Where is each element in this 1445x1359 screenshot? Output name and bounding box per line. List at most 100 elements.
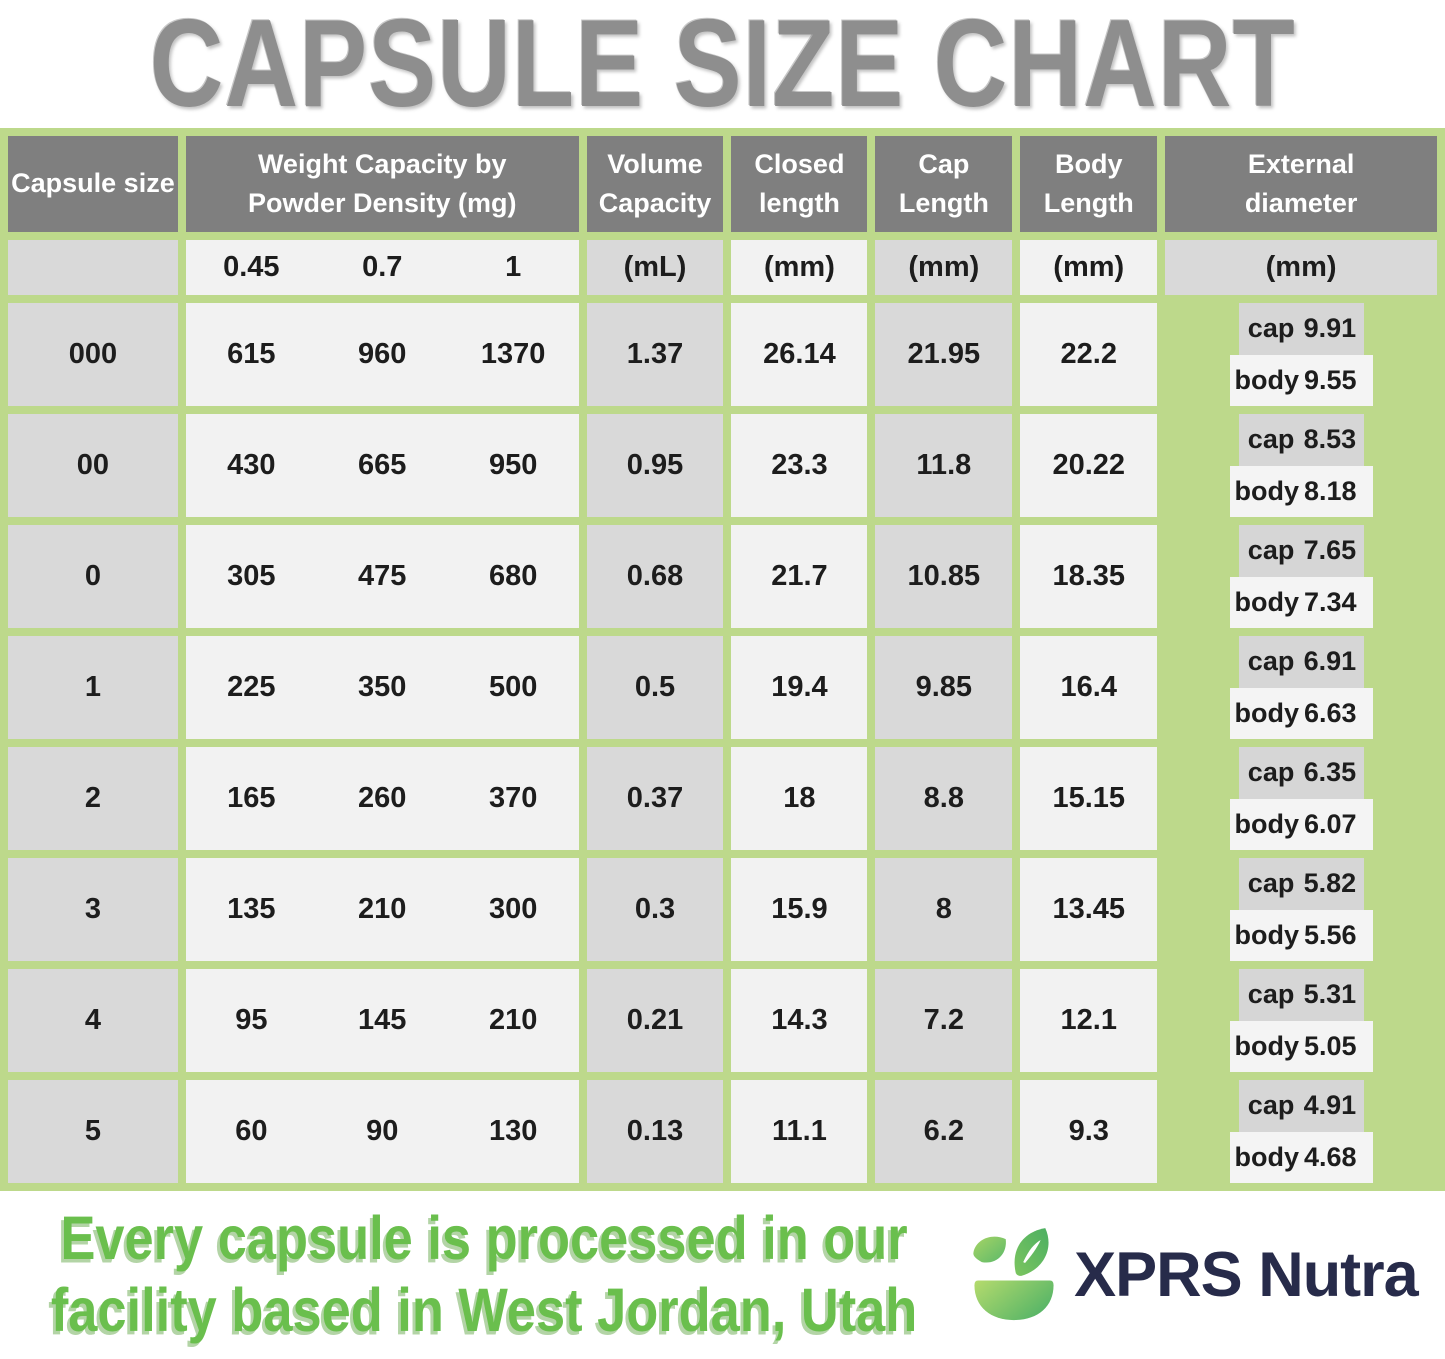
cap-length-cell: 10.85 bbox=[875, 525, 1013, 628]
body-diameter: 6.07 bbox=[1303, 808, 1357, 839]
weight-value: 135 bbox=[227, 893, 276, 925]
cap-length-cell: 11.8 bbox=[875, 414, 1013, 517]
closed-length-cell: 14.3 bbox=[731, 969, 868, 1072]
cap-label: cap bbox=[1247, 1090, 1295, 1121]
body-length-cell: 22.2 bbox=[1020, 303, 1158, 406]
brand-name: XPRS Nutra bbox=[1074, 1240, 1419, 1310]
column-header-weight-capacity: Weight Capacity by Powder Density (mg) bbox=[185, 136, 579, 232]
body-length-cell: 12.1 bbox=[1020, 969, 1158, 1072]
weight-value: 95 bbox=[235, 1004, 268, 1036]
closed-length-cell: 11.1 bbox=[731, 1080, 868, 1183]
closed-length-cell: 18 bbox=[731, 747, 868, 850]
capsule-size-cell: 3 bbox=[8, 858, 178, 961]
weight-capacity-cell: 615 960 1370 bbox=[185, 303, 579, 406]
cap-diameter: 8.53 bbox=[1303, 424, 1357, 455]
weight-value: 680 bbox=[488, 560, 538, 592]
weight-value: 90 bbox=[366, 1115, 399, 1147]
capsule-size-cell: 5 bbox=[8, 1080, 178, 1183]
volume-cell: 0.37 bbox=[586, 747, 724, 850]
body-length-cell: 18.35 bbox=[1020, 525, 1158, 628]
body-diameter: 8.18 bbox=[1303, 475, 1357, 506]
column-header-body-length: Body Length bbox=[1020, 136, 1158, 232]
cap-label: cap bbox=[1247, 313, 1295, 344]
units-cap: (mm) bbox=[875, 240, 1013, 295]
volume-cell: 0.95 bbox=[586, 414, 724, 517]
weight-value: 1370 bbox=[480, 338, 546, 370]
external-diameter-cell: cap 5.82 body 5.56 bbox=[1165, 858, 1437, 961]
body-label: body bbox=[1234, 919, 1300, 950]
weight-value: 500 bbox=[488, 671, 538, 703]
weight-capacity-cell: 225 350 500 bbox=[185, 636, 579, 739]
cap-diameter: 7.65 bbox=[1303, 535, 1357, 566]
external-diameter-cell: cap 7.65 body 7.34 bbox=[1165, 525, 1437, 628]
body-diameter: 5.56 bbox=[1303, 919, 1357, 950]
body-length-cell: 9.3 bbox=[1020, 1080, 1158, 1183]
capsule-size-cell: 1 bbox=[8, 636, 178, 739]
weight-value: 225 bbox=[227, 671, 276, 703]
external-diameter-cell: cap 4.91 body 4.68 bbox=[1165, 1080, 1437, 1183]
density-value: 0.7 bbox=[362, 251, 403, 283]
external-diameter-cell: cap 5.31 body 5.05 bbox=[1165, 969, 1437, 1072]
weight-value: 145 bbox=[358, 1004, 407, 1036]
weight-capacity-cell: 305 475 680 bbox=[185, 525, 579, 628]
brand-logo: XPRS Nutra bbox=[968, 1227, 1445, 1323]
weight-value: 305 bbox=[227, 560, 276, 592]
weight-capacity-cell: 95 145 210 bbox=[185, 969, 579, 1072]
capsule-size-cell: 2 bbox=[8, 747, 178, 850]
weight-value: 430 bbox=[227, 449, 276, 481]
weight-value: 60 bbox=[235, 1115, 268, 1147]
weight-capacity-cell: 430 665 950 bbox=[185, 414, 579, 517]
units-volume: (mL) bbox=[586, 240, 724, 295]
cap-length-cell: 6.2 bbox=[875, 1080, 1013, 1183]
body-diameter: 4.68 bbox=[1303, 1141, 1357, 1172]
cap-diameter: 5.31 bbox=[1303, 979, 1357, 1010]
body-diameter: 5.05 bbox=[1303, 1030, 1357, 1061]
external-diameter-cell: cap 6.91 body 6.63 bbox=[1165, 636, 1437, 739]
closed-length-cell: 19.4 bbox=[731, 636, 868, 739]
units-body: (mm) bbox=[1020, 240, 1158, 295]
weight-value: 615 bbox=[227, 338, 276, 370]
body-length-cell: 13.45 bbox=[1020, 858, 1158, 961]
units-external: (mm) bbox=[1165, 240, 1437, 295]
facility-tagline: Every capsule is processed in our facili… bbox=[15, 1204, 954, 1347]
body-label: body bbox=[1234, 697, 1300, 728]
body-length-cell: 20.22 bbox=[1020, 414, 1158, 517]
body-label: body bbox=[1234, 1141, 1300, 1172]
cap-length-cell: 21.95 bbox=[875, 303, 1013, 406]
volume-cell: 0.13 bbox=[586, 1080, 724, 1183]
capsule-size-cell: 000 bbox=[8, 303, 178, 406]
column-header-cap-length: Cap Length bbox=[875, 136, 1013, 232]
body-label: body bbox=[1234, 586, 1300, 617]
body-label: body bbox=[1234, 1030, 1300, 1061]
units-closed: (mm) bbox=[731, 240, 868, 295]
density-value: 0.45 bbox=[223, 251, 280, 283]
weight-capacity-cell: 165 260 370 bbox=[185, 747, 579, 850]
cap-label: cap bbox=[1247, 757, 1295, 788]
weight-capacity-cell: 60 90 130 bbox=[185, 1080, 579, 1183]
cap-label: cap bbox=[1247, 868, 1295, 899]
cap-length-cell: 8.8 bbox=[875, 747, 1013, 850]
cap-length-cell: 8 bbox=[875, 858, 1013, 961]
weight-value: 210 bbox=[358, 893, 407, 925]
body-label: body bbox=[1234, 808, 1300, 839]
tagline-line1: Every capsule is processed in our bbox=[60, 1204, 908, 1274]
cap-length-cell: 7.2 bbox=[875, 969, 1013, 1072]
weight-capacity-cell: 135 210 300 bbox=[185, 858, 579, 961]
weight-value: 370 bbox=[488, 782, 538, 814]
page-title-bar: CAPSULE SIZE CHART bbox=[0, 0, 1445, 133]
capsule-size-cell: 0 bbox=[8, 525, 178, 628]
cap-diameter: 4.91 bbox=[1303, 1090, 1357, 1121]
capsule-size-table: Capsule size Weight Capacity by Powder De… bbox=[0, 128, 1445, 1191]
volume-cell: 0.68 bbox=[586, 525, 724, 628]
weight-value: 950 bbox=[488, 449, 538, 481]
cap-diameter: 5.82 bbox=[1303, 868, 1357, 899]
body-label: body bbox=[1234, 475, 1300, 506]
units-capsule-size-empty bbox=[8, 240, 178, 295]
weight-value: 665 bbox=[358, 449, 407, 481]
closed-length-cell: 15.9 bbox=[731, 858, 868, 961]
cap-diameter: 9.91 bbox=[1303, 313, 1357, 344]
volume-cell: 0.5 bbox=[586, 636, 724, 739]
cap-label: cap bbox=[1247, 424, 1295, 455]
closed-length-cell: 23.3 bbox=[731, 414, 868, 517]
weight-value: 260 bbox=[358, 782, 407, 814]
